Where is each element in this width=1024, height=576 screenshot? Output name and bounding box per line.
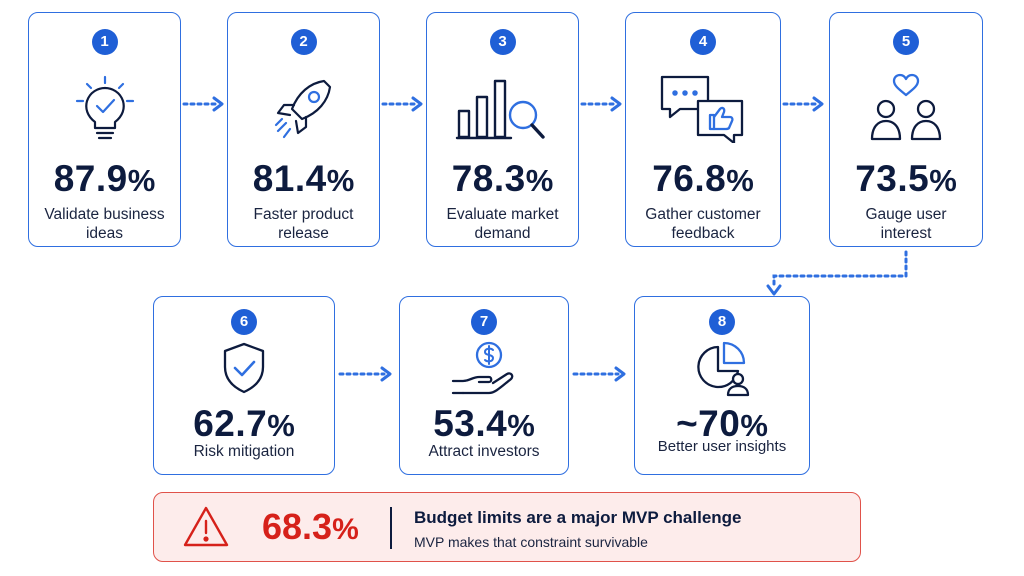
step-label: Attract investors [428,443,540,460]
step-number-badge: 5 [893,29,919,55]
challenge-title: Budget limits are a major MVP challenge [414,508,742,527]
flow-arrow [572,366,626,382]
step-number-badge: 7 [471,309,497,335]
challenge-subtitle: MVP makes that constraint survivable [414,534,648,550]
step-label: Risk mitigation [193,443,295,460]
flow-arrow [782,96,824,112]
step-number-badge: 3 [489,29,516,55]
step-percentage: 87.9% [53,158,156,199]
step-card-8: 8 ~70% Better user insights [634,296,810,475]
step-percentage: 81.4% [252,158,355,199]
bar-chart-magnifier-icon [455,71,551,148]
step-card-5: 5 73.5% Gauge user interest [829,12,983,247]
challenge-percentage: 68.3% [262,506,359,547]
step-card-3: 3 78.3% Evaluate market demand [426,12,579,247]
users-heart-icon [864,71,948,148]
challenge-alert-box: 68.3% Budget limits are a major MVP chal… [153,492,861,562]
flow-connector-arrow [766,250,908,296]
step-card-2: 2 81.4% Faster product release [227,12,380,247]
step-card-6: 6 62.7% Risk mitigation [153,296,335,475]
chat-thumbs-up-icon [658,71,748,148]
step-number-badge: 4 [690,29,716,55]
step-percentage: 78.3% [451,158,554,199]
flow-arrow [381,96,423,112]
rocket-icon [272,75,336,150]
shield-check-icon [219,341,269,400]
step-percentage: 73.5% [855,158,957,199]
step-percentage: 53.4% [433,403,535,444]
lightbulb-check-icon [73,75,137,150]
step-label: Validate business ideas [44,206,165,242]
step-label: Evaluate market demand [446,206,559,242]
step-percentage: 76.8% [652,158,754,199]
pie-chart-user-icon [692,341,752,402]
flow-arrow [338,366,392,382]
step-number-badge: 1 [91,29,118,55]
hand-dollar-icon [449,341,519,404]
step-label: Better user insights [657,438,787,455]
alert-divider [390,507,392,549]
step-number-badge: 6 [231,309,257,335]
step-label: Gather customer feedback [645,206,761,242]
warning-triangle-icon [182,505,230,554]
step-number-badge: 8 [709,309,735,335]
step-label: Gauge user interest [865,206,947,242]
step-label: Faster product release [253,206,354,242]
step-percentage: ~70% [676,403,768,444]
step-card-4: 4 76.8% Gather customer feedback [625,12,781,247]
step-card-1: 1 87.9% Validate business ideas [28,12,181,247]
step-number-badge: 2 [290,29,317,55]
flow-arrow [580,96,622,112]
step-card-7: 7 53.4% Attract investors [399,296,569,475]
flow-arrow [182,96,224,112]
step-percentage: 62.7% [193,403,295,444]
